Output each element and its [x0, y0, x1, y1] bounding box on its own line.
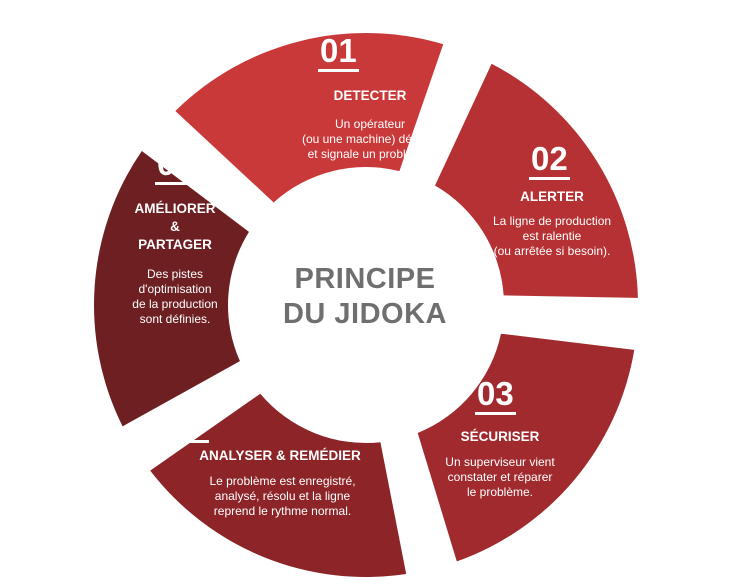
segment-detecter — [175, 33, 444, 203]
step-01-desc-1: Un opérateur — [334, 117, 406, 131]
step-03-number: 03 — [475, 377, 516, 415]
step-04-number: 04 — [168, 405, 209, 443]
step-03-desc-2: constater et réparer — [447, 470, 553, 484]
step-02-desc-2: est ralentie — [522, 229, 582, 243]
step-01-desc-2: (ou une machine) détecte — [301, 132, 439, 146]
segment-analyser — [150, 393, 407, 577]
step-02-number: 02 — [529, 142, 570, 180]
step-05-desc-3: de la production — [132, 297, 218, 311]
step-05-title-line2: & — [170, 219, 180, 234]
step-05-number: 05 — [155, 147, 196, 185]
segment-ameliorer — [94, 150, 249, 427]
step-01-desc-3: et signale un problème. — [307, 147, 433, 161]
step-03-desc-1: Un superviseur vient — [445, 455, 555, 469]
segment-securiser — [417, 333, 635, 562]
step-04-desc-2: analysé, résolu et la ligne — [214, 489, 351, 503]
step-04-desc-3: reprend le rythme normal. — [213, 504, 352, 518]
step-02-desc-3: (ou arrêtée si besoin). — [493, 244, 611, 258]
step-04-desc-1: Le problème est enregistré, — [209, 474, 356, 488]
step-05-desc-4: sont définies. — [139, 312, 211, 326]
center-title-line2: DU JIDOKA — [282, 298, 447, 330]
step-05-desc-1: Des pistes — [146, 267, 204, 281]
step-04-title: ANALYSER & REMÉDIER — [199, 448, 361, 463]
step-01-title: DETECTER — [333, 88, 407, 103]
step-01-number: 01 — [318, 34, 359, 72]
step-05-title-line3: PARTAGER — [138, 237, 212, 252]
step-05-title-line1: AMÉLIORER — [134, 201, 216, 216]
center-title-line1: PRINCIPE — [294, 263, 436, 295]
step-03-title: SÉCURISER — [460, 429, 540, 444]
step-02-title: ALERTER — [520, 189, 584, 204]
segment-alerter — [435, 63, 638, 298]
step-03-desc-3: le problème. — [466, 485, 534, 499]
step-02-desc-1: La ligne de production — [492, 214, 612, 228]
step-05-desc-2: d'optimisation — [138, 282, 212, 296]
